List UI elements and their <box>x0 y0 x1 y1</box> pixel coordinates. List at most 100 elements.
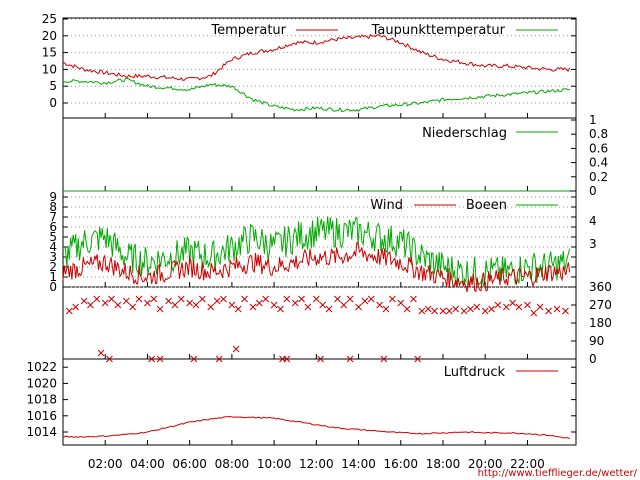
wind-direction-point <box>524 301 531 309</box>
wind-direction-point <box>494 301 502 309</box>
pressure-legend: Luftdruck <box>444 365 558 380</box>
data-layer <box>62 33 571 440</box>
y-tick-label: 0 <box>589 184 597 198</box>
wind-direction-point <box>418 307 426 315</box>
y-tick-label: 15 <box>42 46 57 60</box>
wind-direction-point <box>135 295 143 303</box>
wind-direction-point <box>97 349 105 357</box>
wind-direction-point <box>403 305 411 313</box>
wind-direction-point <box>298 295 305 303</box>
wind-direction-point <box>241 295 248 303</box>
wind-direction-point <box>545 307 552 315</box>
wind-direction-point <box>452 305 460 313</box>
precipitation-legend: Niederschlag <box>422 126 558 141</box>
wind-direction-point <box>249 303 257 311</box>
x-tick-label: 14:00 <box>341 457 376 471</box>
wind-direction-point <box>108 295 115 303</box>
x-tick-label: 20:00 <box>468 457 503 471</box>
wind-direction-point <box>317 355 324 363</box>
y-tick-label: 3 <box>49 250 57 264</box>
wind-right-label-3: 3 <box>589 237 597 251</box>
y-tick-label: 90 <box>589 334 604 348</box>
x-tick-label: 22:00 <box>510 457 545 471</box>
source-url: http://www.tiefflieger.de/wetter/ <box>478 468 638 479</box>
wind-direction-point <box>325 305 333 313</box>
legend-label-taupunkt: Taupunkttemperatur <box>371 23 506 38</box>
wind-direction-point <box>144 299 151 307</box>
x-tick-label: 08:00 <box>215 457 250 471</box>
wind-direction-point <box>410 295 417 303</box>
wind-direction-point <box>232 345 240 353</box>
wind-direction-point <box>148 355 156 363</box>
wind-direction-point <box>80 297 88 305</box>
wind-direction-point <box>488 305 495 313</box>
y-tick-label: 9 <box>49 190 57 204</box>
wind-direction-point <box>562 307 569 315</box>
wind-direction-point <box>87 301 94 309</box>
wind-direction-point <box>439 307 447 315</box>
y-tick-label: 180 <box>589 316 612 330</box>
y-tick-label: 0.2 <box>589 170 608 184</box>
wind-direction-point <box>481 307 489 315</box>
wind-direction-point <box>207 303 215 311</box>
wind-direction-point <box>186 299 194 307</box>
wind-direction-point <box>114 301 122 309</box>
wind-direction-point <box>319 301 327 309</box>
series-taupunkt <box>62 77 570 113</box>
wind-direction-point <box>156 355 164 363</box>
wind-direction-point <box>515 303 523 311</box>
wind-direction-point <box>424 305 432 313</box>
wind-direction-point <box>397 299 405 307</box>
x-tick-label: 06:00 <box>172 457 207 471</box>
series-wind <box>62 241 571 293</box>
wind-direction-point <box>367 295 375 303</box>
y-tick-label: 7 <box>49 210 57 224</box>
legend-label-temperatur: Temperatur <box>210 23 286 38</box>
wind-direction-point <box>376 301 384 309</box>
wind-direction-point <box>277 305 284 313</box>
y-tick-label: 0 <box>589 352 597 366</box>
y-tick-label: 25 <box>42 12 57 26</box>
wind-legend: Wind Boeen <box>370 198 558 213</box>
wind-direction-point <box>346 295 354 303</box>
y-tick-label: 1 <box>589 113 597 127</box>
y-tick-label: 1014 <box>26 425 57 439</box>
y-tick-label: 1018 <box>26 393 57 407</box>
wind-direction-point <box>106 355 113 363</box>
y-tick-label: 270 <box>589 298 612 312</box>
series-luftdruck <box>62 415 570 440</box>
y-tick-label: 0.6 <box>589 141 608 155</box>
wind-direction-point <box>467 305 474 313</box>
y-tick-label: 8 <box>49 200 57 214</box>
wind-direction-point <box>553 305 561 313</box>
pressure-panel-frame <box>62 358 577 446</box>
wind-direction-point <box>177 295 185 303</box>
y-tick-label: 2 <box>49 260 57 274</box>
wind-direction-point <box>234 305 242 313</box>
wind-direction-point <box>198 295 206 303</box>
x-tick-label: 18:00 <box>426 457 461 471</box>
temperature-legend: Temperatur Taupunkttemperatur <box>210 23 558 38</box>
wind-direction-point <box>382 305 390 313</box>
wind-direction-point <box>414 355 422 363</box>
wind-direction-point <box>304 303 312 311</box>
wind-direction-point <box>291 299 299 307</box>
y-tick-label: 10 <box>42 62 57 76</box>
wind-direction-point <box>93 295 101 303</box>
y-tick-label: 0 <box>49 280 57 294</box>
wind-direction-point <box>445 307 453 315</box>
wind-direction-point <box>502 303 510 311</box>
wind-direction-point <box>473 303 481 311</box>
wind-direction-point <box>122 297 130 305</box>
legend-label-boeen: Boeen <box>466 198 507 213</box>
y-tick-label: 5 <box>49 79 57 93</box>
y-tick-label: 6 <box>49 220 57 234</box>
wind-direction-point <box>262 295 270 303</box>
wind-direction-point <box>509 299 517 307</box>
legend-label-luftdruck: Luftdruck <box>444 365 506 380</box>
legend-label-wind: Wind <box>370 198 403 213</box>
x-tick-label: 02:00 <box>88 457 123 471</box>
y-tick-label: 1016 <box>26 409 57 423</box>
